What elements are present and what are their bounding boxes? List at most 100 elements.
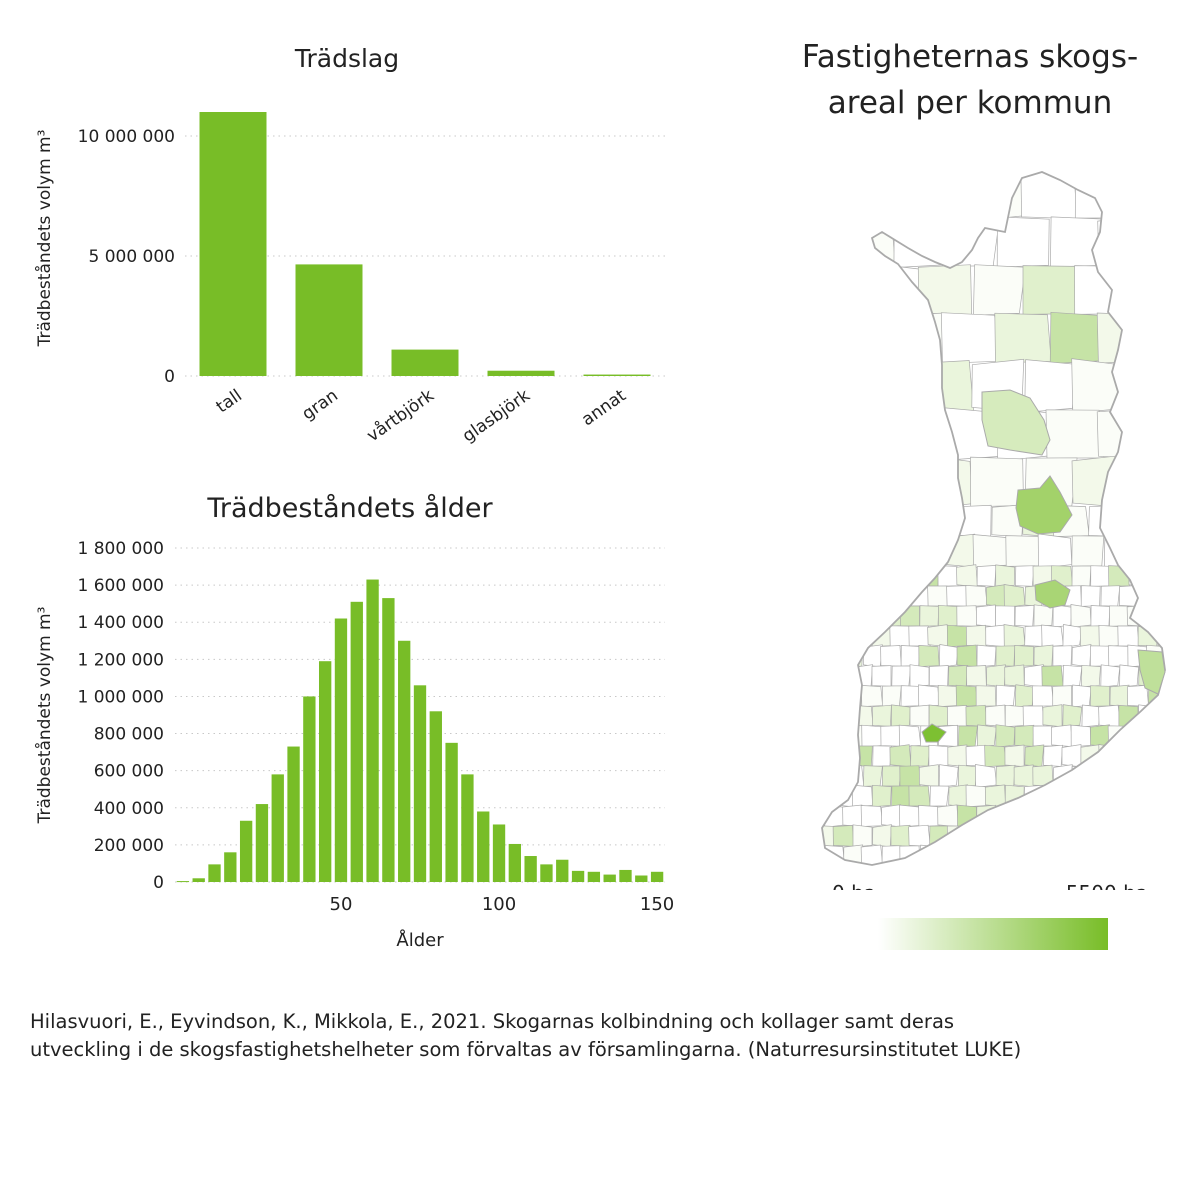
map-municipality [967,824,987,848]
map-municipality [851,705,874,727]
map-municipality [822,311,844,364]
map-region-high-5 [1137,649,1166,695]
map-municipality [840,406,894,462]
map-municipality [1071,644,1092,668]
map-municipality [841,765,865,787]
map-municipality [891,785,911,807]
map-municipality [881,765,902,787]
map-municipality [872,824,892,848]
map-municipality [1088,504,1122,537]
map-municipality [1031,685,1055,707]
map-municipality [843,310,896,365]
map-municipality [1005,865,1024,886]
map-municipality [1090,565,1111,587]
map-municipality [1043,784,1063,807]
map-municipality [984,744,1007,768]
map-municipality [973,264,1026,316]
map-municipality [1071,565,1092,587]
tree-species-bar-chart: Trädslag Trädbeståndets volym m³ 0 5 000 … [34,44,665,447]
map-municipality [976,724,997,748]
map-municipality [1081,704,1102,728]
map-municipality [1004,744,1025,767]
chart2-bar-age-30 [271,774,284,882]
chart1-x-tick: gran [298,386,341,425]
map-municipality [800,265,816,314]
chart2-y-tick: 0 [153,873,164,893]
map-municipality [1156,705,1165,727]
map-municipality [1138,824,1159,847]
map-municipality [1167,725,1186,747]
map-municipality [965,624,988,647]
map-municipality [1051,724,1073,748]
map-municipality [1005,535,1041,567]
map-municipality [879,535,913,567]
map-municipality [957,764,978,788]
chart1-x-tick: annat [578,386,630,431]
map-municipality [948,784,969,808]
map-region-high-1 [1015,475,1073,535]
map-municipality [1060,824,1083,848]
map-municipality [823,645,845,667]
map-municipality [1089,765,1111,787]
map-municipality [975,764,997,788]
chart1-x-tick: glasbjörk [459,386,534,447]
map-region-high-4 [921,723,947,743]
map-municipality [1109,684,1130,707]
map-municipality [1109,764,1129,788]
map-municipality [970,456,1024,508]
chart2-bar-age-125 [571,870,585,882]
map-municipality [900,645,921,667]
map-title-line-1: Fastigheternas skogs- [801,39,1139,75]
chart1-x-tick: tall [213,386,246,418]
map-municipality [1126,454,1165,509]
map-municipality [822,705,835,727]
map-municipality [1096,312,1158,364]
map-municipality [1041,624,1064,648]
map-municipality [1004,664,1025,688]
map-municipality [966,665,987,687]
map-municipality [822,406,842,462]
map-municipality [965,704,988,727]
chart1-x-tick-labels: tall gran vårtbjörk glasbjörk annat [213,385,630,447]
map-municipality [881,685,902,707]
map-municipality [965,744,988,767]
map-municipality [927,624,950,648]
map-municipality [800,625,816,646]
map-municipality [1138,744,1159,768]
map-municipality [1037,533,1073,569]
chart2-bar-age-50 [334,618,348,882]
chart2-bar-age-85 [445,742,458,882]
map-municipality [971,172,1025,222]
map-municipality [1154,217,1165,267]
map-municipality [938,764,959,788]
map-municipality [1052,685,1073,707]
map-municipality [889,744,912,768]
chart2-bar-age-0 [176,881,190,883]
map-municipality [909,704,930,727]
map-municipality [985,584,1006,608]
map-municipality [871,784,892,808]
map-municipality [1166,805,1187,827]
map-municipality [1014,645,1034,667]
map-municipality [995,724,1016,748]
map-municipality [890,824,911,847]
map-region-high-3 [1034,579,1071,609]
map-municipality [1090,685,1110,707]
chart2-bar-age-35 [287,746,300,882]
map-municipality [1167,765,1186,787]
map-municipality [822,565,827,587]
map-municipality [1108,645,1130,667]
map-municipality [1098,624,1121,648]
map-municipality [800,826,816,847]
map-municipality [1013,845,1035,865]
map-municipality [908,864,931,865]
map-municipality [1013,764,1035,788]
chart2-y-axis-label: Trädbeståndets volym m³ [34,607,55,825]
map-municipality [1150,504,1165,538]
map-municipality [800,585,816,608]
chart2-bars [176,579,664,883]
map-municipality [866,262,920,318]
map-municipality [975,685,997,707]
chart2-y-tick: 1 400 000 [77,613,164,633]
map-municipality [1062,624,1083,648]
